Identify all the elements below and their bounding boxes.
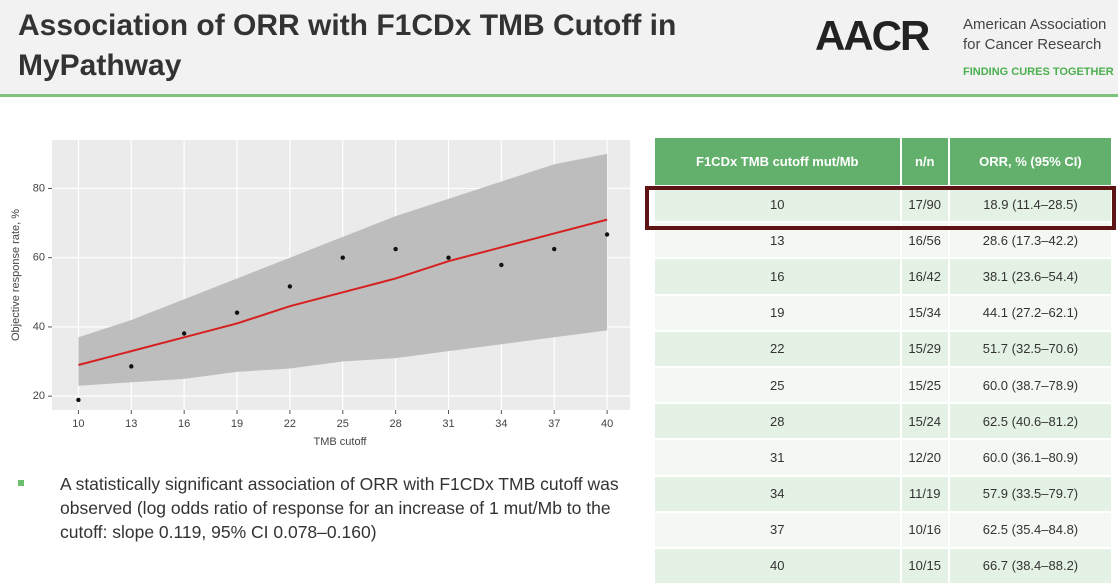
table-cell: 37 bbox=[655, 510, 902, 548]
x-tick-label: 13 bbox=[125, 418, 137, 430]
table-cell: 44.1 (27.2–62.1) bbox=[948, 293, 1114, 331]
y-tick-label: 20 bbox=[33, 390, 45, 402]
table-row: 10 17/90 18.9 (11.4–28.5) bbox=[655, 184, 1114, 223]
column-header: ORR, % (95% CI) bbox=[948, 138, 1114, 186]
logo: AACR bbox=[815, 12, 930, 59]
data-point bbox=[181, 331, 187, 336]
column-header: n/n bbox=[900, 138, 950, 186]
table-cell: 57.9 (33.5–79.7) bbox=[948, 474, 1114, 512]
table-cell: 22 bbox=[655, 329, 902, 367]
table-cell: 51.7 (32.5–70.6) bbox=[948, 329, 1114, 367]
table-row: 19 15/34 44.1 (27.2–62.1) bbox=[655, 293, 1114, 331]
table-row: 22 15/29 51.7 (32.5–70.6) bbox=[655, 329, 1114, 367]
table-cell: 25 bbox=[655, 365, 902, 404]
table-row: 34 11/19 57.9 (33.5–79.7) bbox=[655, 474, 1114, 512]
confidence-band bbox=[78, 153, 608, 386]
x-tick-label: 19 bbox=[231, 418, 243, 430]
table-cell: 10 bbox=[655, 184, 902, 223]
table-row: 25 15/25 60.0 (38.7–78.9) bbox=[655, 365, 1114, 404]
table-cell: 15/25 bbox=[900, 365, 950, 404]
data-point bbox=[499, 262, 504, 268]
table-row: 28 15/24 62.5 (40.6–81.2) bbox=[655, 402, 1114, 440]
table-cell: 60.0 (38.7–78.9) bbox=[948, 365, 1114, 404]
x-tick-label: 22 bbox=[284, 418, 296, 430]
column-header: F1CDx TMB cutoff mut/Mb bbox=[655, 138, 902, 186]
org-name: American Association bbox=[963, 16, 1107, 33]
chart: TMB cutoff Objective response rate, % 20… bbox=[10, 140, 630, 448]
y-tick-label: 60 bbox=[33, 252, 45, 264]
table-cell: 62.5 (35.4–84.8) bbox=[948, 510, 1114, 548]
table-cell: 11/19 bbox=[900, 474, 950, 512]
highlight-box bbox=[645, 186, 1116, 230]
table-body: 10 17/90 18.9 (11.4–28.5) 13 16/56 28.6 (17.3… bbox=[655, 184, 1114, 583]
table-cell: 34 bbox=[655, 474, 902, 512]
table-cell: 62.5 (40.6–81.2) bbox=[948, 402, 1114, 440]
table-row: 16 16/42 38.1 (23.6–54.4) bbox=[655, 257, 1114, 295]
data-point bbox=[76, 397, 81, 403]
data-point bbox=[393, 246, 398, 252]
table-cell: 60.0 (36.1–80.9) bbox=[948, 438, 1114, 476]
x-tick-label: 37 bbox=[548, 418, 560, 430]
x-tick-label: 28 bbox=[390, 418, 402, 430]
header: Association of ORR with F1CDx TMB Cutoff… bbox=[0, 0, 1118, 97]
y-axis-label: Objective response rate, % bbox=[10, 209, 22, 341]
bullet-marker bbox=[18, 480, 24, 486]
y-tick-label: 80 bbox=[33, 182, 45, 194]
x-tick-label: 10 bbox=[72, 418, 84, 430]
data-point bbox=[129, 364, 134, 369]
bullet-text: A statistically significant association … bbox=[60, 474, 619, 542]
data-point bbox=[234, 310, 240, 315]
table-cell: 31 bbox=[655, 438, 902, 476]
table-cell: 10/15 bbox=[900, 546, 950, 583]
table-cell: 10/16 bbox=[900, 510, 950, 548]
header-row: F1CDx TMB cutoff mut/Mb n/n ORR, % (95% CI… bbox=[655, 138, 1114, 186]
x-tick-label: 31 bbox=[442, 418, 454, 430]
y-tick-label: 40 bbox=[33, 321, 45, 333]
table-cell: 28 bbox=[655, 402, 902, 440]
table-row: 40 10/15 66.7 (38.4–88.2) bbox=[655, 546, 1114, 583]
table-cell: 15/29 bbox=[900, 329, 950, 367]
table-cell: 16/42 bbox=[900, 257, 950, 295]
data-point bbox=[552, 246, 557, 252]
table-row: 31 12/20 60.0 (36.1–80.9) bbox=[655, 438, 1114, 476]
table-cell: 18.9 (11.4–28.5) bbox=[948, 184, 1114, 223]
table-cell: 19 bbox=[655, 293, 902, 331]
table-cell: 12/20 bbox=[900, 438, 950, 476]
tagline: FINDING CURES TOGETHER bbox=[963, 66, 1114, 78]
x-tick-label: 40 bbox=[601, 418, 613, 430]
title: Association of ORR with F1CDx TMB Cutoff… bbox=[18, 9, 677, 82]
x-tick-label: 25 bbox=[337, 418, 349, 430]
data-point bbox=[446, 255, 451, 260]
table-cell: 38.1 (23.6–54.4) bbox=[948, 257, 1114, 295]
org-name: for Cancer Research bbox=[963, 36, 1102, 53]
table-row: 37 10/16 62.5 (35.4–84.8) bbox=[655, 510, 1114, 548]
x-tick-label: 16 bbox=[178, 418, 190, 430]
x-axis-label: TMB cutoff bbox=[314, 436, 368, 448]
data-point bbox=[340, 255, 345, 260]
table-cell: 15/24 bbox=[900, 402, 950, 440]
data-point bbox=[287, 284, 293, 289]
data-point bbox=[604, 232, 610, 237]
fit-line bbox=[78, 218, 608, 366]
table-cell: 40 bbox=[655, 546, 902, 583]
table-cell: 16 bbox=[655, 257, 902, 295]
table-cell: 15/34 bbox=[900, 293, 950, 331]
table-cell: 66.7 (38.4–88.2) bbox=[948, 546, 1114, 583]
x-tick-label: 34 bbox=[495, 418, 507, 430]
